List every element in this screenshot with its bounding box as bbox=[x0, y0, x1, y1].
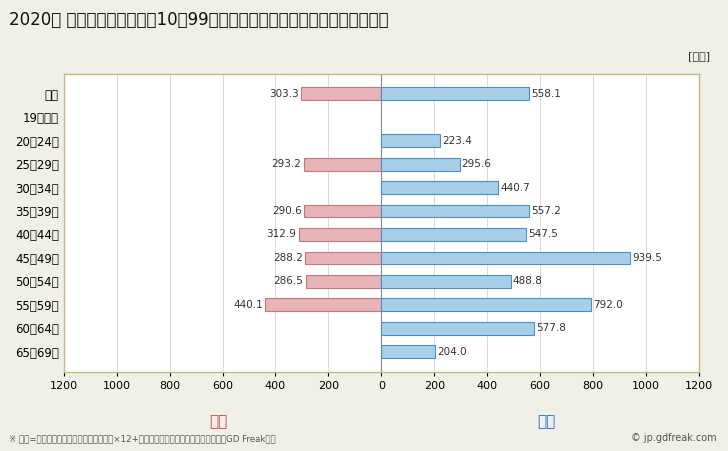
Bar bbox=[305, 252, 381, 264]
Text: ※ 年収=「きまって支給する現金給与額」×12+「年間賞与その他特別給与額」としてGD Freak推計: ※ 年収=「きまって支給する現金給与額」×12+「年間賞与その他特別給与額」とし… bbox=[9, 434, 275, 443]
Text: 290.6: 290.6 bbox=[272, 206, 302, 216]
Text: 440.7: 440.7 bbox=[500, 183, 530, 193]
Text: 939.5: 939.5 bbox=[632, 253, 662, 263]
Bar bbox=[381, 181, 498, 194]
Text: 295.6: 295.6 bbox=[462, 159, 491, 169]
Text: 577.8: 577.8 bbox=[537, 323, 566, 333]
Text: 547.5: 547.5 bbox=[529, 230, 558, 239]
Bar bbox=[381, 322, 534, 335]
Text: 440.1: 440.1 bbox=[233, 300, 263, 310]
Bar bbox=[298, 228, 381, 241]
Text: [万円]: [万円] bbox=[688, 51, 710, 61]
Bar bbox=[381, 345, 435, 358]
Text: 557.2: 557.2 bbox=[531, 206, 561, 216]
Text: 204.0: 204.0 bbox=[438, 347, 467, 357]
Bar bbox=[381, 275, 511, 288]
Text: 286.5: 286.5 bbox=[274, 276, 304, 286]
Text: 男性: 男性 bbox=[537, 414, 555, 429]
Text: 303.3: 303.3 bbox=[269, 89, 299, 99]
Bar bbox=[306, 275, 381, 288]
Bar bbox=[381, 228, 526, 241]
Bar bbox=[381, 252, 630, 264]
Bar bbox=[304, 157, 381, 170]
Bar bbox=[381, 205, 529, 217]
Bar bbox=[265, 299, 381, 311]
Bar bbox=[304, 205, 381, 217]
Bar bbox=[381, 157, 459, 170]
Text: 312.9: 312.9 bbox=[266, 230, 296, 239]
Text: 792.0: 792.0 bbox=[593, 300, 623, 310]
Bar bbox=[381, 87, 529, 100]
Bar bbox=[381, 299, 591, 311]
Text: 288.2: 288.2 bbox=[273, 253, 303, 263]
Text: 2020年 民間企業（従業者数10～99人）フルタイム労働者の男女別平均年収: 2020年 民間企業（従業者数10～99人）フルタイム労働者の男女別平均年収 bbox=[9, 11, 388, 29]
Text: 488.8: 488.8 bbox=[513, 276, 542, 286]
Text: © jp.gdfreak.com: © jp.gdfreak.com bbox=[631, 433, 717, 443]
Text: 558.1: 558.1 bbox=[531, 89, 561, 99]
Bar bbox=[301, 87, 381, 100]
Text: 女性: 女性 bbox=[209, 414, 228, 429]
Bar bbox=[381, 134, 440, 147]
Text: 293.2: 293.2 bbox=[272, 159, 301, 169]
Text: 223.4: 223.4 bbox=[443, 136, 472, 146]
